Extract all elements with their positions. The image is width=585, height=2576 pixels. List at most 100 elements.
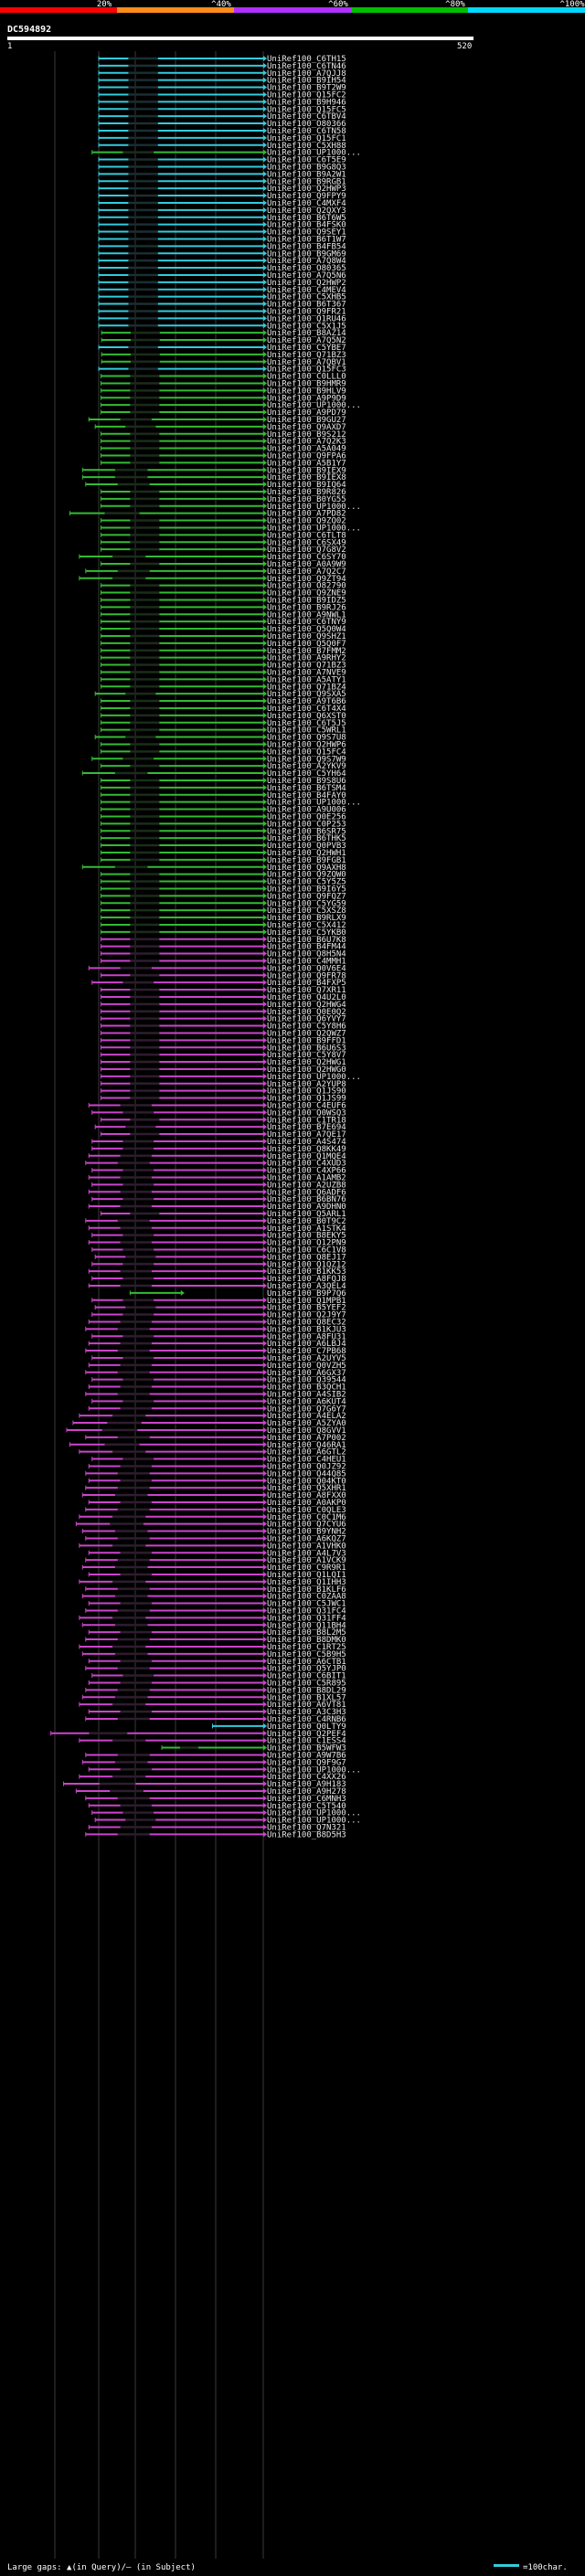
hit-row[interactable]: UniRef100_C5XH88: [98, 142, 346, 151]
hit-row[interactable]: UniRef100_Q6XST0: [100, 712, 346, 721]
hit-label[interactable]: UniRef100_B9IH54: [267, 77, 346, 86]
hit-label[interactable]: UniRef100_Q15FC5: [267, 105, 346, 114]
hit-label[interactable]: UniRef100_B9H946: [267, 98, 346, 107]
hit-row[interactable]: UniRef100_A2UYV5: [91, 1354, 346, 1363]
hit-row[interactable]: UniRef100_C4MEV4: [98, 286, 346, 295]
hit-label[interactable]: UniRef100_C6SY70: [267, 553, 346, 562]
hit-row[interactable]: UniRef100_Q44Q85: [85, 1469, 346, 1479]
hit-row[interactable]: UniRef100_Q12PN9: [88, 1239, 346, 1248]
hit-row[interactable]: UniRef100_B9G8Q3: [98, 163, 346, 172]
hit-label[interactable]: UniRef100_Q8EJ17: [267, 1253, 346, 1262]
hit-label[interactable]: UniRef100_Q8EC32: [267, 1318, 346, 1327]
hit-label[interactable]: UniRef100_Q9AXH8: [267, 864, 346, 873]
hit-row[interactable]: UniRef100_B9IEX9: [81, 466, 346, 475]
hit-label[interactable]: UniRef100_A9U006: [267, 806, 346, 815]
hit-label[interactable]: UniRef100_Q0WSQ3: [267, 1108, 346, 1118]
hit-row[interactable]: UniRef100_A7Q2C7: [85, 567, 346, 577]
hit-label[interactable]: UniRef100_Q1LQI1: [267, 1571, 346, 1580]
hit-label[interactable]: UniRef100_C6BIT1: [267, 1672, 346, 1681]
hit-row[interactable]: UniRef100_B0YG55: [100, 495, 346, 504]
hit-label[interactable]: UniRef100_C4MEV4: [267, 286, 346, 295]
hit-label[interactable]: UniRef100_Q2QWZ7: [267, 1029, 346, 1038]
hit-row[interactable]: UniRef100_B6T1W7: [98, 235, 346, 244]
hit-label[interactable]: UniRef100_C1ESS4: [267, 1737, 346, 1746]
hit-row[interactable]: UniRef100_Q8GVV1: [66, 1426, 346, 1436]
hit-row[interactable]: UniRef100_B9RJ26: [100, 603, 346, 612]
hit-label[interactable]: UniRef100_C4RNB6: [267, 1715, 346, 1724]
hit-row[interactable]: UniRef100_B9T2W9: [98, 84, 346, 93]
hit-label[interactable]: UniRef100_B8L2M5: [267, 1628, 346, 1638]
hit-label[interactable]: UniRef100_A9PD79: [267, 408, 346, 418]
hit-label[interactable]: UniRef100_Q44Q85: [267, 1469, 346, 1479]
hit-row[interactable]: UniRef100_A1AMB2: [88, 1173, 346, 1182]
hit-label[interactable]: UniRef100_C5XH88: [267, 142, 346, 151]
hit-row[interactable]: UniRef100_A6KQZ7: [85, 1534, 346, 1543]
hit-label[interactable]: UniRef100_Q5YJP0: [267, 1665, 346, 1674]
hit-label[interactable]: UniRef100_B9GM69: [267, 249, 346, 259]
hit-row[interactable]: UniRef100_Q15FC1: [98, 134, 346, 143]
hit-label[interactable]: UniRef100_C5YKB0: [267, 928, 346, 938]
hit-row[interactable]: UniRef100_Q31FC4: [85, 1606, 346, 1616]
hit-label[interactable]: UniRef100_Q15FC1: [267, 134, 346, 143]
hit-row[interactable]: UniRef100_Q5ARL1: [100, 1210, 346, 1219]
hit-row[interactable]: UniRef100_Q9S7U8: [94, 734, 346, 743]
hit-row[interactable]: UniRef100_Q1MQE4: [88, 1152, 346, 1161]
hit-row[interactable]: UniRef100_B9IH54: [98, 77, 346, 86]
hit-label[interactable]: UniRef100_Q2HWP6: [267, 740, 346, 749]
hit-label[interactable]: UniRef100_B6T6W5: [267, 214, 346, 223]
hit-label[interactable]: UniRef100_A2YUP8: [267, 1080, 346, 1089]
hit-row[interactable]: UniRef100_C6TN58: [98, 127, 346, 136]
hit-label[interactable]: UniRef100_A9DHN0: [267, 1203, 346, 1212]
hit-label[interactable]: UniRef100_A7QE17: [267, 1130, 346, 1140]
hit-label[interactable]: UniRef100_Q2HWG1: [267, 1058, 346, 1067]
hit-label[interactable]: UniRef100_B7E694: [267, 1123, 346, 1132]
hit-label[interactable]: UniRef100_C0ZAA8: [267, 1593, 346, 1602]
hit-row[interactable]: UniRef100_C5X1J5: [98, 322, 346, 331]
hit-row[interactable]: UniRef100_Q6ADF6: [88, 1188, 346, 1197]
hit-row[interactable]: UniRef100_C6BIT1: [91, 1672, 346, 1681]
hit-row[interactable]: UniRef100_A3C3H3: [88, 1708, 346, 1717]
hit-row[interactable]: UniRef100_B6T6W5: [98, 214, 346, 223]
hit-row[interactable]: UniRef100_B8DMK0: [85, 1636, 346, 1645]
hit-label[interactable]: UniRef100_A7Q2K3: [267, 438, 346, 447]
hit-label[interactable]: UniRef100_Q31FC4: [267, 1606, 346, 1616]
hit-label[interactable]: UniRef100_A2YKV9: [267, 762, 346, 771]
hit-label[interactable]: UniRef100_Q2HWP3: [267, 185, 346, 194]
hit-row[interactable]: UniRef100_B1KJU3: [85, 1325, 346, 1334]
hit-label[interactable]: UniRef100_B9S212: [267, 430, 346, 440]
hit-row[interactable]: UniRef100_Q15FC4: [100, 747, 346, 757]
hit-row[interactable]: UniRef100_C6MNH3: [85, 1795, 346, 1804]
hit-row[interactable]: UniRef100_C4MMH1: [100, 957, 346, 966]
hit-row[interactable]: UniRef100_C4HEU1: [91, 1456, 346, 1465]
hit-row[interactable]: UniRef100_B9FGB1: [100, 856, 346, 865]
hit-row[interactable]: UniRef100_A2YUP8: [100, 1080, 346, 1089]
hit-row[interactable]: UniRef100_C6SX49: [100, 538, 346, 547]
hit-row[interactable]: UniRef100_B9HLV9: [100, 387, 346, 396]
hit-row[interactable]: UniRef100_Q9AXH8: [81, 864, 346, 873]
hit-label[interactable]: UniRef100_Q0PVB3: [267, 842, 346, 851]
hit-label[interactable]: UniRef100_A9H278: [267, 1787, 346, 1797]
hit-label[interactable]: UniRef100_C5YH64: [267, 769, 346, 779]
hit-label[interactable]: UniRef100_B9IEX8: [267, 473, 346, 482]
hit-row[interactable]: UniRef100_Q1JS90: [100, 1087, 346, 1097]
hit-label[interactable]: UniRef100_Q2HWH1: [267, 849, 346, 858]
hit-row[interactable]: UniRef100_Q9FPY9: [98, 192, 346, 201]
hit-label[interactable]: UniRef100_Q2HWG4: [267, 1001, 346, 1010]
hit-label[interactable]: UniRef100_A4S474: [267, 1138, 346, 1147]
hit-label[interactable]: UniRef100_Q5Q0F7: [267, 640, 346, 649]
hit-row[interactable]: UniRef100_B4FM44: [100, 943, 346, 952]
hit-label[interactable]: UniRef100_C6TN46: [267, 62, 346, 71]
hit-row[interactable]: UniRef100_Q2J9Y7: [91, 1311, 346, 1320]
hit-row[interactable]: UniRef100_Q7G6Y7: [88, 1405, 346, 1414]
hit-label[interactable]: UniRef100_C5XHB5: [267, 293, 346, 302]
hit-row[interactable]: UniRef100_B5WFW3: [161, 1744, 346, 1754]
hit-row[interactable]: UniRef100_Q4U2L0: [100, 993, 346, 1002]
hit-row[interactable]: UniRef100_Q1LQI1: [88, 1571, 346, 1580]
hit-row[interactable]: UniRef100_A4S474: [91, 1138, 346, 1147]
hit-label[interactable]: UniRef100_A7Q8W4: [267, 257, 346, 266]
hit-label[interactable]: UniRef100_Q04KT0: [267, 1477, 346, 1486]
hit-row[interactable]: UniRef100_Q71BZ4: [100, 683, 346, 692]
hit-row[interactable]: UniRef100_B4FB54: [98, 242, 346, 251]
hit-row[interactable]: UniRef100_A5B1Y7: [100, 459, 346, 468]
hit-row[interactable]: UniRef100_C5XHB5: [98, 293, 346, 302]
